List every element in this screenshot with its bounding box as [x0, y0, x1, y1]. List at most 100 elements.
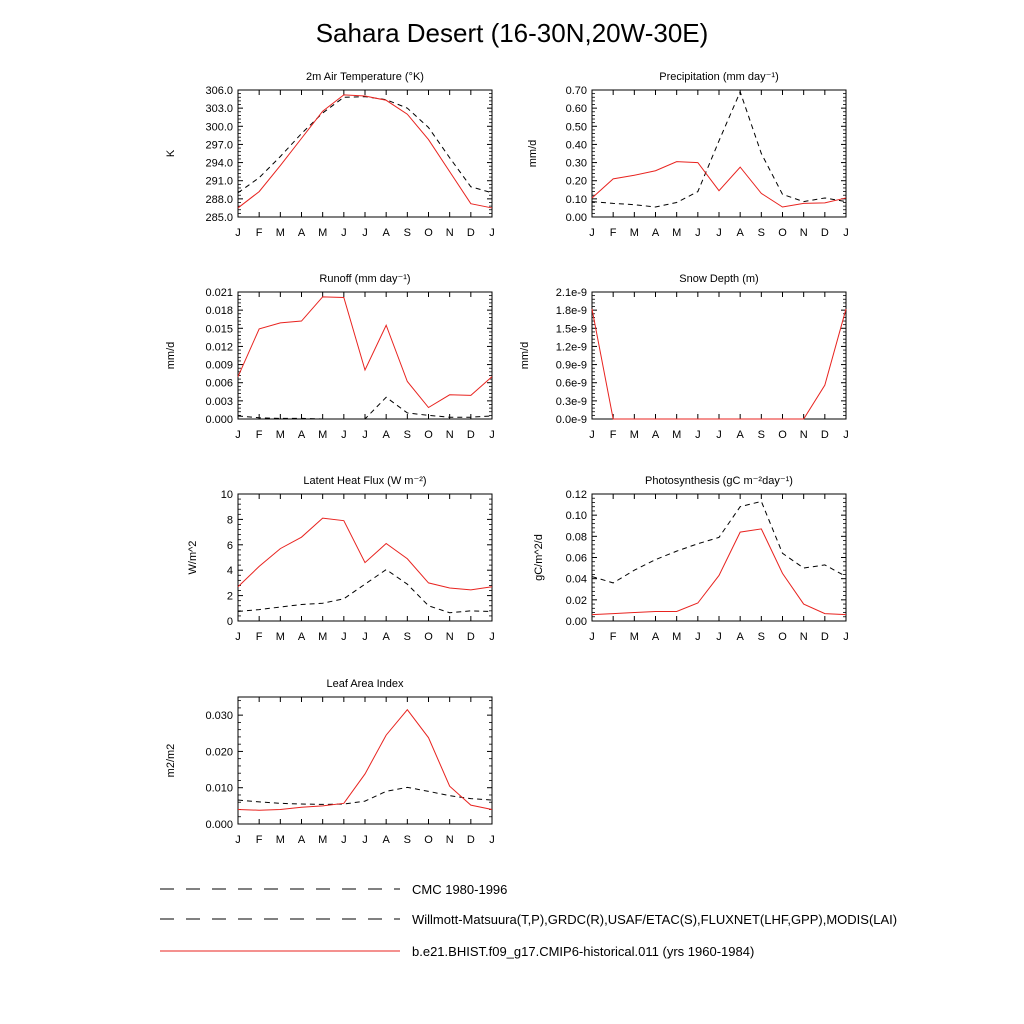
y-tick-label: 297.0: [205, 139, 233, 151]
y-tick-label: 10: [221, 489, 233, 501]
x-tick-label: J: [716, 631, 722, 643]
panel-title: 2m Air Temperature (°K): [306, 71, 424, 83]
y-tick-label: 300.0: [205, 121, 233, 133]
chart-panel-5: Latent Heat Flux (W m⁻²)W/m^2J F M A M J J A S O N…: [187, 475, 495, 643]
y-tick-label: 0.003: [205, 396, 233, 408]
y-axis-label: gC/m^2/d: [533, 534, 545, 581]
legend-item-1: CMC 1980-1996: [160, 882, 507, 897]
page-title: Sahara Desert (16-30N,20W-30E): [315, 18, 709, 48]
plot-frame: [237, 696, 493, 825]
y-tick-label: 0.9e-9: [556, 360, 587, 372]
x-tick-label: M: [276, 227, 285, 239]
y-tick-label: 0.021: [205, 287, 233, 299]
x-tick-label: M: [672, 429, 681, 441]
x-tick-label: D: [467, 631, 475, 643]
y-axis-label: mm/d: [519, 342, 531, 370]
x-tick-label: A: [298, 631, 306, 643]
y-tick-label: 0.50: [566, 121, 587, 133]
y-tick-label: 8: [227, 514, 233, 526]
x-tick-label: S: [758, 227, 765, 239]
x-tick-label: J: [362, 834, 368, 846]
series-line-model: [237, 517, 493, 591]
x-tick-label: F: [610, 429, 617, 441]
x-tick-label: A: [382, 227, 390, 239]
series-line-observed: [237, 96, 493, 194]
y-tick-label: 0.10: [566, 194, 587, 206]
x-tick-label: F: [256, 631, 263, 643]
x-tick-label: J: [489, 429, 495, 441]
x-tick-label: J: [695, 631, 701, 643]
x-tick-label: M: [318, 429, 327, 441]
y-tick-label: 0.012: [205, 341, 233, 353]
x-tick-label: M: [276, 631, 285, 643]
y-tick-label: 306.0: [205, 85, 233, 97]
y-tick-label: 294.0: [205, 158, 233, 170]
x-tick-label: F: [610, 631, 617, 643]
x-tick-label: O: [778, 631, 787, 643]
legend-item-3: b.e21.BHIST.f09_g17.CMIP6-historical.011…: [160, 944, 754, 959]
x-tick-label: D: [467, 227, 475, 239]
x-tick-label: J: [843, 429, 849, 441]
x-tick-label: S: [758, 429, 765, 441]
y-tick-label: 0.04: [566, 574, 587, 586]
x-tick-label: S: [404, 429, 411, 441]
x-tick-label: J: [716, 227, 722, 239]
x-tick-label: J: [589, 631, 595, 643]
y-axis-label: mm/d: [527, 140, 539, 168]
x-tick-label: F: [256, 834, 263, 846]
series-line-model: [591, 308, 847, 420]
x-tick-label: N: [446, 227, 454, 239]
x-tick-label: A: [652, 631, 660, 643]
panel-title: Latent Heat Flux (W m⁻²): [303, 475, 426, 487]
x-tick-label: J: [235, 429, 241, 441]
y-tick-label: 0.010: [205, 783, 233, 795]
x-tick-label: J: [341, 631, 347, 643]
plot-frame: [591, 493, 847, 622]
y-tick-label: 0.020: [205, 746, 233, 758]
x-tick-label: J: [589, 429, 595, 441]
y-tick-label: 0.10: [566, 510, 587, 522]
x-tick-label: J: [489, 834, 495, 846]
y-tick-label: 0: [227, 616, 233, 628]
chart-panel-1: 2m Air Temperature (°K)KJ F M A M J J A S O N D J285…: [165, 71, 495, 239]
legend-label: CMC 1980-1996: [412, 882, 507, 897]
y-tick-label: 2.1e-9: [556, 287, 587, 299]
x-tick-label: J: [489, 631, 495, 643]
x-tick-label: D: [821, 429, 829, 441]
x-tick-label: J: [695, 429, 701, 441]
x-tick-label: A: [736, 429, 744, 441]
x-tick-label: J: [843, 631, 849, 643]
x-tick-label: S: [404, 631, 411, 643]
panel-title: Runoff (mm day⁻¹): [319, 273, 410, 285]
y-tick-label: 0.0e-9: [556, 414, 587, 426]
x-tick-label: N: [446, 631, 454, 643]
y-tick-label: 1.5e-9: [556, 323, 587, 335]
y-axis-label: m2/m2: [165, 744, 177, 778]
y-tick-label: 291.0: [205, 176, 233, 188]
y-tick-label: 0.030: [205, 710, 233, 722]
x-tick-label: O: [424, 631, 433, 643]
panel-title: Leaf Area Index: [326, 678, 404, 690]
x-tick-label: A: [652, 227, 660, 239]
series-line-model: [237, 296, 493, 409]
x-tick-label: A: [298, 834, 306, 846]
plot-frame: [591, 89, 847, 218]
x-tick-label: S: [758, 631, 765, 643]
x-tick-label: J: [362, 631, 368, 643]
chart-panel-6: Photosynthesis (gC m⁻²day⁻¹)gC/m^2/dJ F M A…: [533, 475, 849, 643]
legend: CMC 1980-1996 Willmott-Matsuura(T,P),GRDC…: [160, 882, 897, 959]
y-tick-label: 6: [227, 540, 233, 552]
x-tick-label: M: [318, 631, 327, 643]
x-tick-label: J: [489, 227, 495, 239]
series-line-model: [591, 161, 847, 208]
x-tick-label: O: [778, 227, 787, 239]
y-axis-label: mm/d: [165, 342, 177, 370]
x-tick-label: M: [276, 834, 285, 846]
x-tick-label: A: [298, 227, 306, 239]
plot-frame: [237, 291, 493, 420]
y-tick-label: 288.0: [205, 194, 233, 206]
x-tick-label: J: [362, 227, 368, 239]
x-tick-label: M: [672, 227, 681, 239]
y-tick-label: 0.08: [566, 531, 587, 543]
